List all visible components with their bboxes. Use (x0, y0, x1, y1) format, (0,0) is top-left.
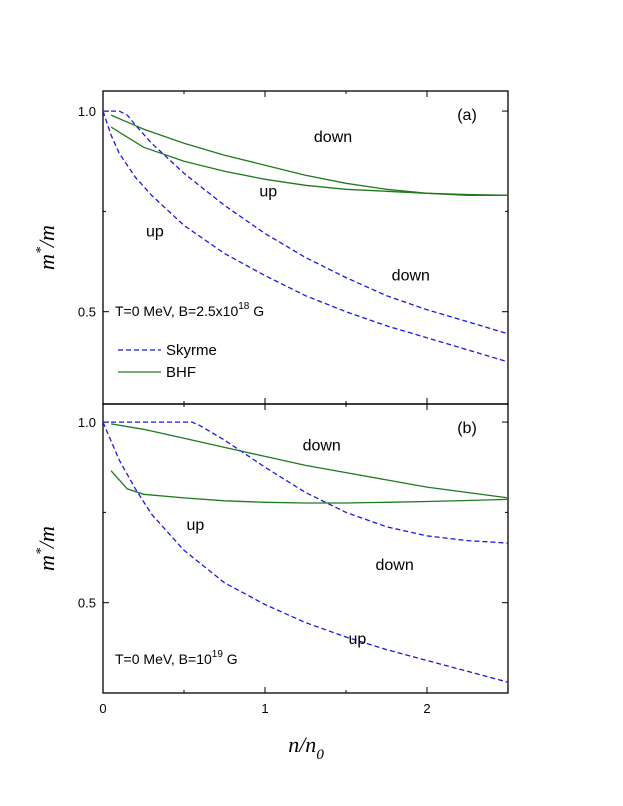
y-axis-label-a: m*/m (34, 225, 59, 270)
annotation-down-a: down (314, 129, 352, 146)
series-skyrme-down-b (103, 421, 509, 544)
panel-b: 0.5 1.0 down up down up (b) T=0 MeV, B=1019 G m*… (34, 403, 509, 694)
plot-frame-a (102, 90, 509, 405)
shared-axis-labels: 0 1 2 n/n0 (99, 701, 430, 763)
y-axis-label-b: m*/m (34, 526, 59, 571)
series-skyrme-down-a (103, 110, 509, 335)
y-tick-label-b: 1.0 (78, 415, 96, 430)
legend: Skyrme BHF (118, 342, 217, 381)
panel-a: 0.5 1.0 down up up down (a) T=0 MeV, B=2.5x1018… (34, 90, 509, 405)
series-bhf-down-a (110, 114, 508, 196)
y-tick-label-a: 0.5 (78, 305, 96, 320)
condition-text-b: T=0 MeV, B=1019 G (115, 649, 238, 667)
annotation-down-a: down (392, 268, 430, 285)
y-tick-label-b: 0.5 (78, 596, 96, 611)
condition-text-a: T=0 MeV, B=2.5x1018 G (115, 301, 264, 319)
series-skyrme-up-a (102, 110, 509, 363)
annotation-up-b: up (348, 631, 366, 648)
svg-text:m*/m: m*/m (34, 526, 59, 571)
x-axis-label: n/n0 (288, 732, 324, 763)
annotation-down-b: down (375, 557, 413, 574)
legend-label-bhf: BHF (166, 364, 196, 381)
legend-label-skyrme: Skyrme (166, 342, 217, 359)
svg-text:m*/m: m*/m (34, 225, 59, 270)
annotation-up-a: up (259, 183, 277, 200)
series-bhf-up-b (110, 470, 509, 504)
x-tick-label: 0 (99, 701, 106, 716)
x-tick-label: 1 (261, 701, 268, 716)
series-bhf-down-b (110, 423, 509, 499)
annotation-up-b: up (186, 517, 204, 534)
annotation-down-b: down (303, 438, 341, 455)
annotation-up-a: up (146, 223, 164, 240)
series-bhf-up-a (110, 126, 509, 196)
series-skyrme-up-b (102, 421, 509, 683)
plot-frame-b (102, 403, 509, 694)
y-tick-label-a: 1.0 (78, 104, 96, 119)
svg-text:n/n0: n/n0 (288, 732, 324, 763)
x-tick-label: 2 (423, 701, 430, 716)
panel-label-b: (b) (457, 420, 477, 437)
panel-label-a: (a) (457, 107, 477, 124)
